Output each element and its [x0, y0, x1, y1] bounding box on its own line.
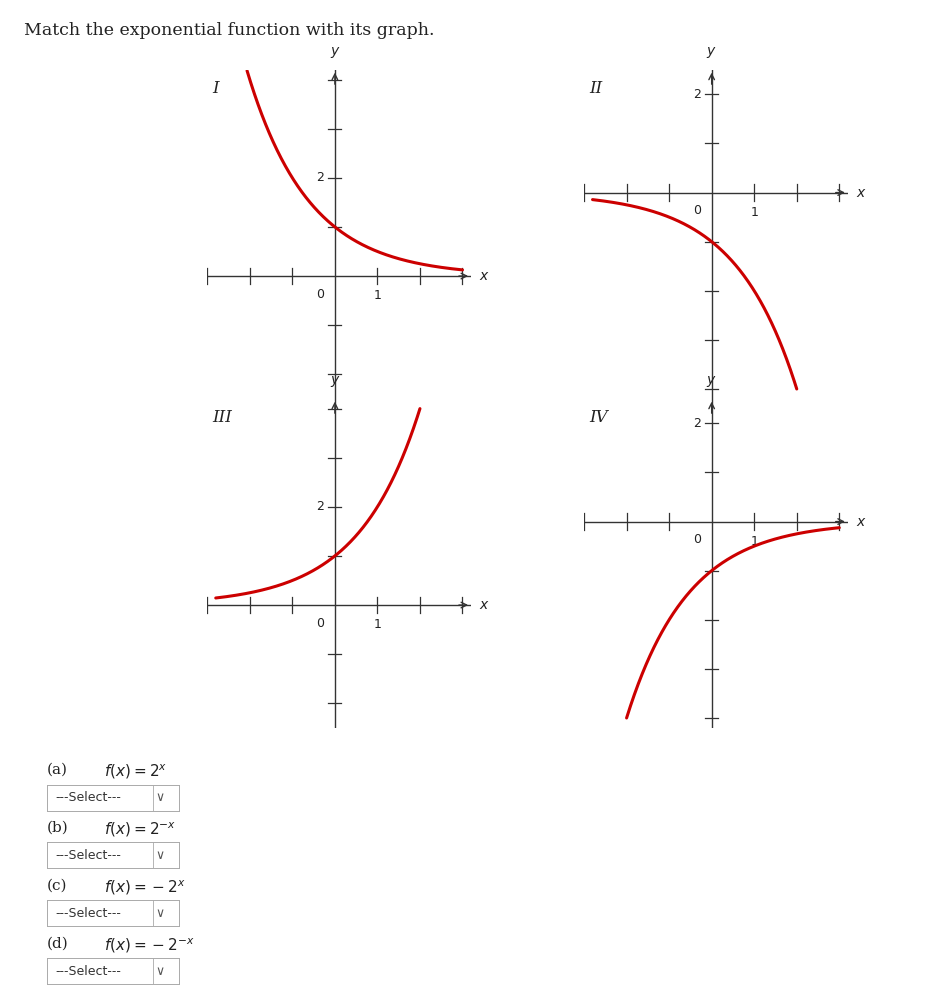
Text: (b): (b): [47, 821, 69, 834]
Text: (a): (a): [47, 763, 68, 777]
Text: II: II: [590, 80, 603, 97]
Text: ---Select---: ---Select---: [55, 906, 121, 920]
Text: ---Select---: ---Select---: [55, 848, 121, 862]
Text: ---Select---: ---Select---: [55, 791, 121, 805]
Text: ---Select---: ---Select---: [55, 964, 121, 978]
Text: 0: 0: [317, 287, 324, 301]
Text: $y$: $y$: [330, 374, 340, 389]
Text: 1: 1: [373, 289, 382, 302]
Text: (c): (c): [47, 878, 68, 892]
Text: $y$: $y$: [330, 45, 340, 60]
Text: $x$: $x$: [855, 185, 867, 199]
Text: 1: 1: [750, 534, 758, 547]
Text: 1: 1: [373, 618, 382, 631]
Text: $f(x) = 2^x$: $f(x) = 2^x$: [104, 763, 167, 782]
Text: $f(x) = 2^{-x}$: $f(x) = 2^{-x}$: [104, 821, 176, 839]
Text: 2: 2: [693, 88, 701, 101]
Text: 1: 1: [750, 205, 758, 218]
Text: 2: 2: [693, 417, 701, 430]
Text: ∨: ∨: [155, 791, 164, 805]
Text: 0: 0: [693, 533, 701, 546]
Text: $y$: $y$: [706, 45, 717, 60]
Text: $y$: $y$: [706, 374, 717, 389]
Text: ∨: ∨: [155, 964, 164, 978]
Text: $x$: $x$: [479, 269, 490, 283]
Text: 2: 2: [317, 500, 324, 513]
Text: 0: 0: [317, 616, 324, 630]
Text: $f(x) = -2^{-x}$: $f(x) = -2^{-x}$: [104, 936, 195, 955]
Text: $x$: $x$: [855, 514, 867, 528]
Text: 0: 0: [693, 204, 701, 217]
Text: ∨: ∨: [155, 906, 164, 920]
Text: $x$: $x$: [479, 598, 490, 612]
Text: III: III: [213, 409, 233, 426]
Text: $f(x) = -2^x$: $f(x) = -2^x$: [104, 878, 186, 897]
Text: IV: IV: [590, 409, 608, 426]
Text: Match the exponential function with its graph.: Match the exponential function with its …: [24, 22, 434, 39]
Text: I: I: [213, 80, 219, 97]
Text: 2: 2: [317, 171, 324, 184]
Text: ∨: ∨: [155, 848, 164, 862]
Text: (d): (d): [47, 936, 69, 950]
